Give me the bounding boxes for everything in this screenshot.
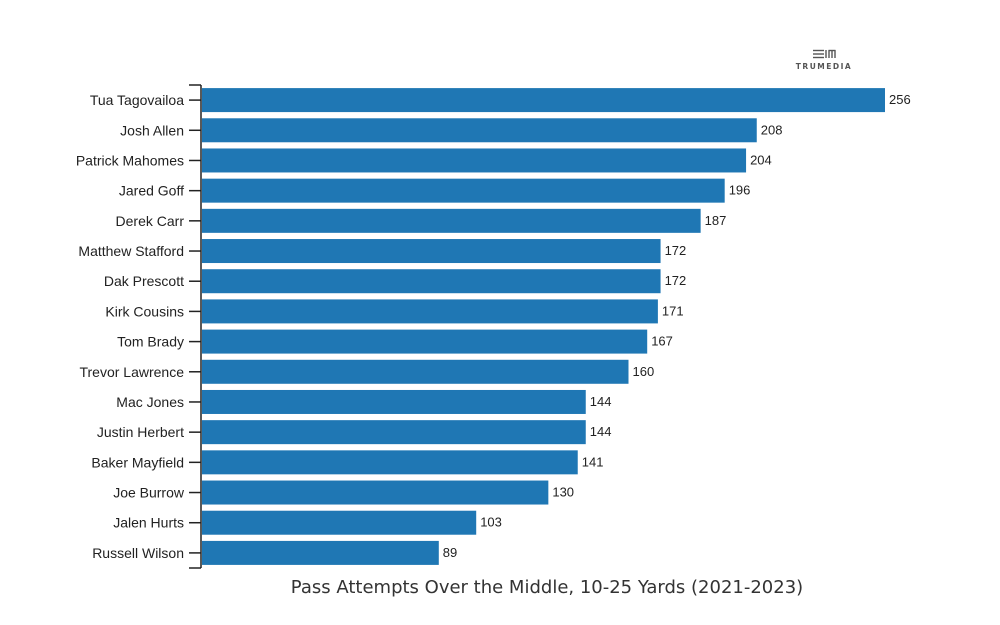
bars-group	[202, 88, 885, 565]
category-label: Kirk Cousins	[105, 303, 184, 319]
bar[interactable]	[202, 329, 648, 354]
category-label: Russell Wilson	[92, 545, 184, 561]
value-label: 144	[590, 394, 612, 409]
category-label: Mac Jones	[116, 394, 184, 410]
bar[interactable]	[202, 269, 661, 294]
value-label: 204	[750, 152, 772, 167]
value-label: 141	[582, 454, 604, 469]
value-label: 130	[552, 485, 574, 500]
category-label: Josh Allen	[120, 122, 184, 138]
value-label: 89	[443, 545, 457, 560]
bar[interactable]	[202, 88, 885, 113]
value-label: 187	[705, 213, 727, 228]
trumedia-logo-icon	[813, 49, 836, 59]
value-label: 171	[662, 303, 684, 318]
value-label: 144	[590, 424, 612, 439]
value-label: 208	[761, 122, 783, 137]
bar[interactable]	[202, 540, 439, 565]
bar[interactable]	[202, 178, 725, 203]
bar[interactable]	[202, 450, 578, 475]
category-label: Patrick Mahomes	[76, 152, 184, 168]
category-label: Tua Tagovailoa	[90, 92, 184, 108]
bar[interactable]	[202, 420, 586, 445]
x-axis-title: Pass Attempts Over the Middle, 10-25 Yar…	[291, 577, 803, 598]
value-label: 256	[889, 92, 911, 107]
bar[interactable]	[202, 359, 629, 384]
bar[interactable]	[202, 118, 757, 143]
bar[interactable]	[202, 299, 658, 324]
bar[interactable]	[202, 239, 661, 264]
category-label: Justin Herbert	[97, 424, 184, 440]
bar[interactable]	[202, 208, 701, 233]
bar[interactable]	[202, 480, 549, 505]
value-label: 167	[651, 334, 673, 349]
category-label: Joe Burrow	[113, 485, 185, 501]
category-label: Dak Prescott	[104, 273, 184, 289]
trumedia-logo: TRUMEDIA	[796, 49, 852, 71]
bar[interactable]	[202, 510, 477, 535]
category-label: Matthew Stafford	[78, 243, 184, 259]
category-label: Tom Brady	[117, 334, 184, 350]
category-label: Derek Carr	[116, 213, 185, 229]
category-label: Jalen Hurts	[113, 515, 184, 531]
bar[interactable]	[202, 148, 747, 173]
category-label: Jared Goff	[119, 183, 184, 199]
value-label: 160	[633, 364, 655, 379]
logo-text: TRUMEDIA	[796, 62, 852, 71]
value-label: 103	[480, 515, 502, 530]
category-label: Trevor Lawrence	[79, 364, 184, 380]
category-label: Baker Mayfield	[91, 454, 184, 470]
value-label: 196	[729, 183, 751, 198]
value-label: 172	[665, 243, 687, 258]
category-labels-group: Tua Tagovailoa Josh Allen Patrick Mahomes J…	[76, 92, 185, 561]
bar[interactable]	[202, 389, 586, 414]
y-axis	[189, 84, 202, 569]
value-label: 172	[665, 273, 687, 288]
